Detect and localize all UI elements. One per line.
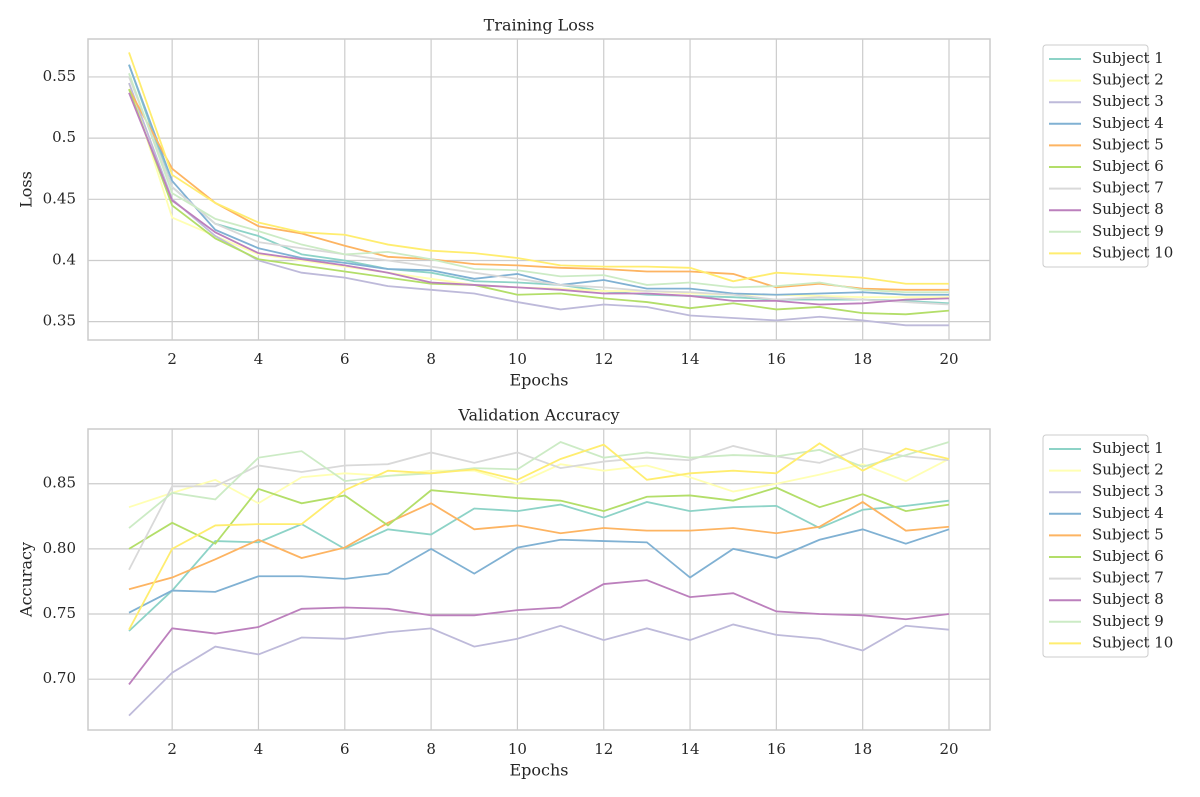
y-tick-label: 0.4 xyxy=(52,250,76,268)
line-series xyxy=(128,82,949,299)
line-series xyxy=(128,623,950,717)
axes-frame xyxy=(87,428,991,731)
x-tick-label: 18 xyxy=(853,350,872,368)
line-series xyxy=(128,92,950,306)
legend-label: Subject 2 xyxy=(1092,71,1164,89)
y-tick-label: 0.35 xyxy=(43,312,76,330)
line-series xyxy=(128,528,950,614)
legend-label: Subject 6 xyxy=(1092,547,1164,565)
x-tick-label: 16 xyxy=(767,350,786,368)
line-series xyxy=(128,72,949,294)
legend-label: Subject 8 xyxy=(1092,590,1164,608)
line-series xyxy=(128,64,950,305)
x-tick-label: 14 xyxy=(681,350,700,368)
x-tick-label: 20 xyxy=(939,350,958,368)
line-series xyxy=(128,445,950,571)
legend-label: Subject 5 xyxy=(1092,525,1164,543)
legend-label: Subject 9 xyxy=(1092,612,1164,630)
line-series xyxy=(128,88,949,291)
y-tick-label: 0.70 xyxy=(43,669,76,687)
y-tick-label: 0.45 xyxy=(43,189,76,207)
legend-label: Subject 5 xyxy=(1092,135,1164,153)
y-axis-label: Accuracy xyxy=(17,542,36,618)
x-axis-label: Epochs xyxy=(509,371,568,390)
x-tick-label: 20 xyxy=(939,740,958,758)
legend-label: Subject 10 xyxy=(1092,633,1173,651)
x-tick-label: 12 xyxy=(594,350,613,368)
x-tick-label: 16 xyxy=(767,740,786,758)
x-tick-label: 10 xyxy=(508,740,527,758)
x-tick-label: 6 xyxy=(340,350,350,368)
line-series xyxy=(128,64,949,296)
y-tick-label: 0.75 xyxy=(43,604,76,622)
axes-frame xyxy=(87,38,991,341)
x-tick-label: 18 xyxy=(853,740,872,758)
legend-label: Subject 2 xyxy=(1092,461,1164,479)
line-series xyxy=(128,486,950,550)
legend-label: Subject 6 xyxy=(1092,157,1164,175)
legend-box xyxy=(1042,434,1149,658)
legend-label: Subject 3 xyxy=(1092,482,1164,500)
x-tick-label: 4 xyxy=(254,740,264,758)
line-series xyxy=(128,500,950,591)
x-tick-label: 2 xyxy=(167,350,177,368)
x-axis-label: Epochs xyxy=(509,761,568,780)
line-series xyxy=(128,82,949,327)
x-tick-label: 10 xyxy=(508,350,527,368)
chart-title: Validation Accuracy xyxy=(457,406,619,425)
line-series xyxy=(128,579,950,685)
legend-label: Subject 3 xyxy=(1092,92,1164,110)
line-series xyxy=(128,442,950,631)
line-series xyxy=(128,441,950,529)
legend-label: Subject 8 xyxy=(1092,200,1164,218)
line-series xyxy=(128,458,950,509)
x-tick-label: 8 xyxy=(426,740,436,758)
x-tick-label: 14 xyxy=(681,740,700,758)
x-tick-label: 8 xyxy=(426,350,436,368)
line-series xyxy=(128,52,949,285)
y-axis-label: Loss xyxy=(17,171,36,208)
x-tick-label: 6 xyxy=(340,740,350,758)
line-series xyxy=(128,499,950,632)
x-tick-label: 4 xyxy=(254,350,264,368)
y-tick-label: 0.80 xyxy=(43,539,76,557)
legend-label: Subject 4 xyxy=(1092,504,1164,522)
x-tick-label: 2 xyxy=(167,740,177,758)
y-tick-label: 0.5 xyxy=(52,128,76,146)
legend-label: Subject 1 xyxy=(1092,439,1164,457)
y-tick-label: 0.55 xyxy=(43,67,76,85)
legend-label: Subject 9 xyxy=(1092,222,1164,240)
legend-label: Subject 10 xyxy=(1092,243,1173,261)
line-series xyxy=(128,88,950,316)
legend-box xyxy=(1042,44,1149,268)
line-series xyxy=(128,76,950,306)
legend-label: Subject 7 xyxy=(1092,179,1164,197)
y-tick-label: 0.85 xyxy=(43,474,76,492)
legend-label: Subject 4 xyxy=(1092,114,1164,132)
x-tick-label: 12 xyxy=(594,740,613,758)
legend-label: Subject 1 xyxy=(1092,49,1164,67)
legend-label: Subject 7 xyxy=(1092,569,1164,587)
chart-title: Training Loss xyxy=(484,16,595,35)
